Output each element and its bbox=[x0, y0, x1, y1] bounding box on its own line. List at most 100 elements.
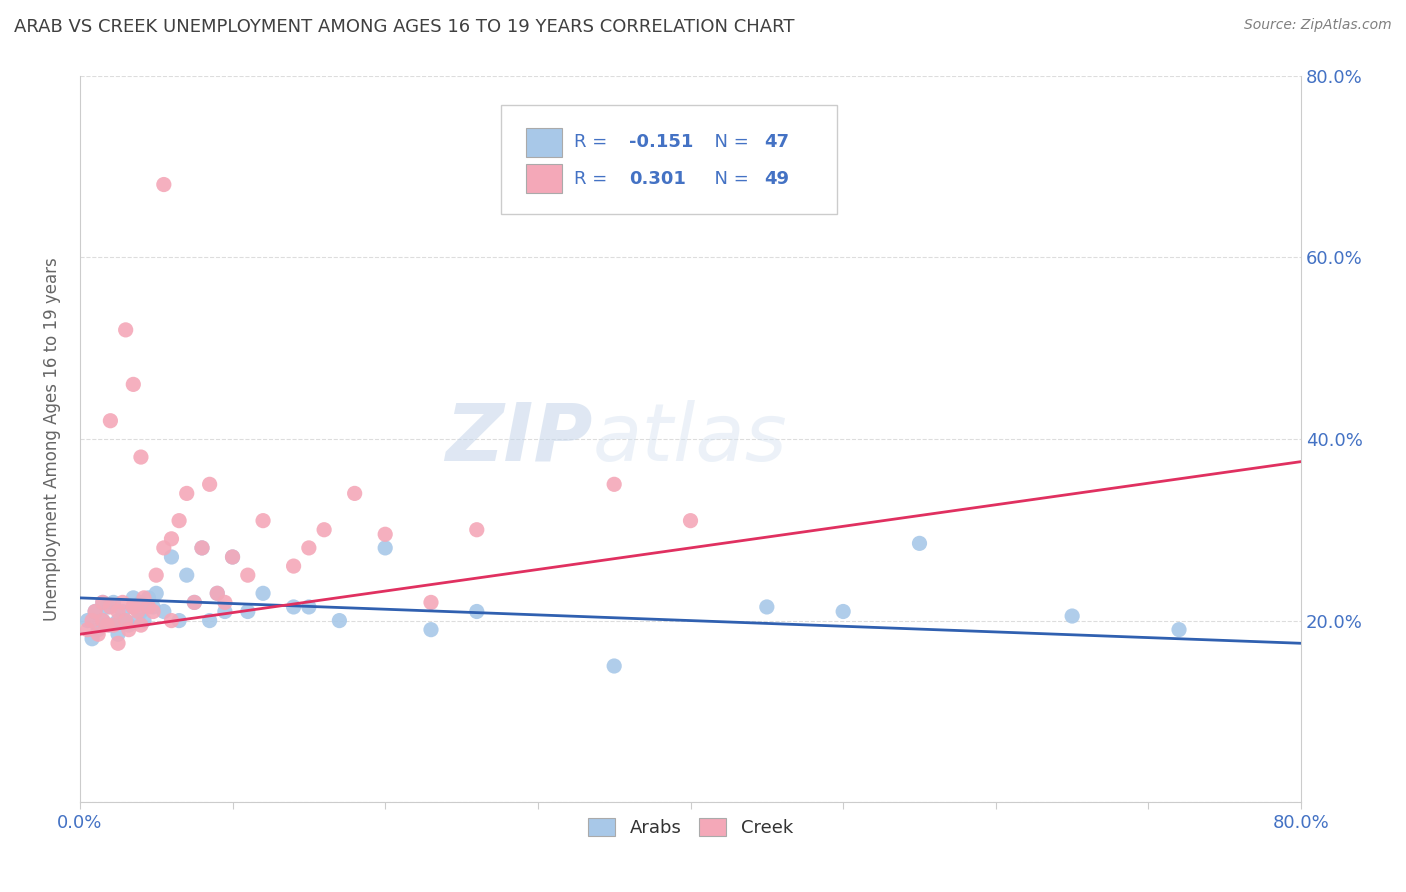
Point bbox=[87, 627, 110, 641]
Point bbox=[153, 178, 176, 192]
Point bbox=[679, 514, 702, 528]
Point bbox=[183, 595, 205, 609]
Point bbox=[100, 599, 122, 614]
Point bbox=[111, 605, 134, 619]
Point bbox=[100, 414, 122, 428]
Text: 0.301: 0.301 bbox=[630, 169, 686, 187]
Point bbox=[122, 599, 145, 614]
Text: 47: 47 bbox=[763, 134, 789, 152]
Point bbox=[84, 605, 107, 619]
Point bbox=[107, 605, 129, 619]
Point bbox=[122, 591, 145, 605]
Point bbox=[111, 595, 134, 609]
Point bbox=[87, 623, 110, 637]
Point bbox=[167, 614, 190, 628]
Point bbox=[298, 599, 321, 614]
Point bbox=[100, 618, 122, 632]
Point bbox=[103, 618, 125, 632]
Point bbox=[142, 605, 165, 619]
Point bbox=[176, 568, 198, 582]
Point bbox=[114, 323, 136, 337]
Point bbox=[1062, 609, 1084, 624]
Point bbox=[107, 636, 129, 650]
Point bbox=[91, 595, 114, 609]
Point bbox=[420, 623, 443, 637]
Point bbox=[91, 595, 114, 609]
Text: atlas: atlas bbox=[593, 400, 787, 478]
Point bbox=[374, 541, 396, 555]
Point bbox=[107, 614, 129, 628]
Point bbox=[221, 549, 243, 564]
Point bbox=[191, 541, 214, 555]
Text: 49: 49 bbox=[763, 169, 789, 187]
Point bbox=[91, 614, 114, 628]
Point bbox=[96, 599, 118, 614]
Point bbox=[283, 599, 305, 614]
Legend: Arabs, Creek: Arabs, Creek bbox=[581, 810, 800, 844]
Point bbox=[755, 599, 778, 614]
Point bbox=[252, 586, 274, 600]
Point bbox=[122, 599, 145, 614]
Point bbox=[160, 532, 183, 546]
Point bbox=[198, 614, 221, 628]
Point bbox=[343, 486, 366, 500]
Point bbox=[76, 614, 98, 628]
Point bbox=[176, 486, 198, 500]
Point bbox=[122, 377, 145, 392]
FancyBboxPatch shape bbox=[501, 104, 837, 213]
Point bbox=[129, 618, 152, 632]
Point bbox=[127, 605, 149, 619]
Point bbox=[603, 659, 626, 673]
Point bbox=[132, 591, 155, 605]
Point bbox=[142, 599, 165, 614]
Point bbox=[167, 514, 190, 528]
Point bbox=[236, 605, 259, 619]
Point bbox=[118, 623, 141, 637]
Point bbox=[191, 541, 214, 555]
Point bbox=[328, 614, 350, 628]
Text: R =: R = bbox=[575, 169, 613, 187]
Point bbox=[122, 599, 145, 614]
Point bbox=[96, 618, 118, 632]
Point bbox=[298, 541, 321, 555]
Bar bbox=[526, 128, 562, 157]
Point bbox=[221, 549, 243, 564]
Point bbox=[160, 614, 183, 628]
Point bbox=[138, 591, 160, 605]
Point bbox=[207, 586, 229, 600]
Point bbox=[129, 605, 152, 619]
Point bbox=[374, 527, 396, 541]
Point bbox=[129, 450, 152, 464]
Point bbox=[129, 595, 152, 609]
Point bbox=[114, 614, 136, 628]
Text: R =: R = bbox=[575, 134, 613, 152]
Point bbox=[832, 605, 855, 619]
Text: N =: N = bbox=[703, 169, 754, 187]
Point bbox=[138, 599, 160, 614]
Point bbox=[198, 477, 221, 491]
Point bbox=[91, 614, 114, 628]
Point bbox=[118, 618, 141, 632]
Point bbox=[145, 586, 167, 600]
Point bbox=[207, 586, 229, 600]
Point bbox=[160, 549, 183, 564]
Point bbox=[76, 623, 98, 637]
Point bbox=[127, 614, 149, 628]
Point bbox=[1168, 623, 1191, 637]
Bar bbox=[526, 164, 562, 194]
Point bbox=[153, 541, 176, 555]
Point bbox=[80, 632, 103, 646]
Point bbox=[145, 568, 167, 582]
Point bbox=[80, 614, 103, 628]
Point bbox=[132, 614, 155, 628]
Point bbox=[252, 514, 274, 528]
Point bbox=[908, 536, 931, 550]
Point bbox=[114, 614, 136, 628]
Text: ZIP: ZIP bbox=[446, 400, 593, 478]
Point bbox=[314, 523, 336, 537]
Point bbox=[183, 595, 205, 609]
Text: N =: N = bbox=[703, 134, 754, 152]
Point bbox=[420, 595, 443, 609]
Text: ARAB VS CREEK UNEMPLOYMENT AMONG AGES 16 TO 19 YEARS CORRELATION CHART: ARAB VS CREEK UNEMPLOYMENT AMONG AGES 16… bbox=[14, 18, 794, 36]
Point bbox=[465, 523, 488, 537]
